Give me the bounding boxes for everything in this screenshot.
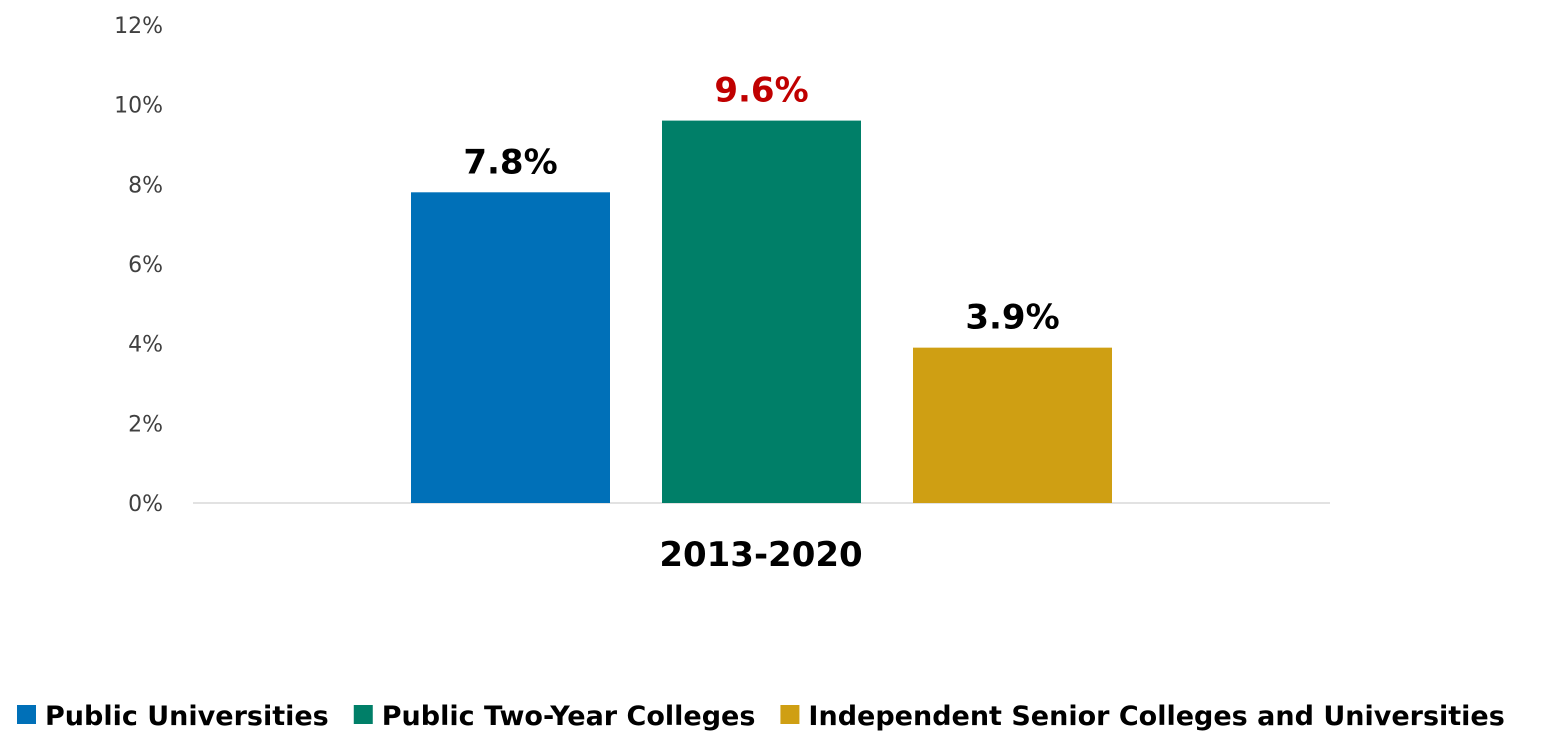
y-tick-label: 6% [128,253,163,278]
legend: Public Universities Public Two-Year Colle… [17,701,1505,732]
legend-swatch [780,705,800,724]
y-tick-label: 12% [114,14,163,39]
category-label: 2013-2020 [659,535,862,575]
data-label: 3.9% [965,298,1059,338]
data-label: 7.8% [463,142,557,182]
legend-swatch [17,705,36,724]
bar-3 [913,347,1112,503]
x-axis: 2013-2020 [659,535,862,575]
legend-entry-label: Independent Senior Colleges and Universi… [808,701,1504,732]
y-tick-label: 4% [128,333,163,358]
bar-1 [411,192,610,504]
legend-swatch [353,705,373,724]
y-tick-label: 8% [128,173,163,198]
y-tick-label: 10% [114,94,163,119]
legend-entry-label: Public Two-Year Colleges [382,701,756,732]
data-labels: 7.8% 9.6% 3.9% [463,71,1059,338]
bars [411,120,1112,504]
data-label: 9.6% [714,71,808,111]
y-tick-label: 0% [128,492,163,517]
bar-2 [662,120,861,503]
y-axis: 0% 2% 4% 6% 8% 10% 12% [114,14,163,517]
y-tick-label: 2% [128,412,163,437]
legend-entry-label: Public Universities [45,701,329,732]
